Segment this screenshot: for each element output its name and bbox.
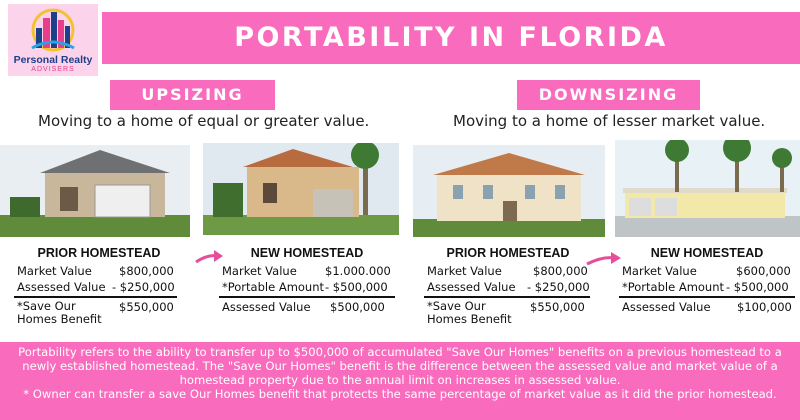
table-row-label: Market Value: [622, 264, 697, 278]
table-row-label: *Save Our Homes Benefit: [427, 299, 512, 326]
downsizing-label: DOWNSIZING: [517, 80, 700, 110]
prior-home-photo-upsizing: [0, 145, 190, 237]
table-row-label: Assessed Value: [17, 280, 106, 294]
table-row-value: $800,000: [533, 264, 588, 278]
footer-footnote: * Owner can transfer a save Our Homes be…: [23, 387, 777, 401]
table-row-label: Assessed Value: [427, 280, 516, 294]
table-row-value: $500,000: [330, 300, 385, 314]
city-skyline-icon: [31, 8, 75, 52]
header: Personal Realty ADVISERS PORTABILITY IN …: [0, 0, 800, 78]
upsizing-label: UPSIZING: [110, 80, 275, 110]
table-row-value: $600,000: [736, 264, 791, 278]
pink-arrow-icon: [586, 252, 621, 266]
prior-home-photo-downsizing: [413, 145, 605, 237]
upsizing-description: Moving to a home of equal or greater val…: [38, 112, 370, 130]
table-row-value: - $500,000: [325, 280, 388, 294]
table-row-label: Market Value: [17, 264, 92, 278]
brand-logo[interactable]: Personal Realty ADVISERS: [8, 4, 98, 76]
title-bar: PORTABILITY IN FLORIDA: [102, 12, 800, 64]
table-row-label: Assessed Value: [622, 300, 711, 314]
footer-paragraph: Portability refers to the ability to tra…: [18, 345, 782, 387]
table-row-label: *Portable Amount: [622, 280, 725, 294]
table-row-value: $100,000: [737, 300, 792, 314]
table-row-value: - $250,000: [527, 280, 590, 294]
table-row-value: $550,000: [119, 300, 174, 314]
brand-name: Personal Realty: [13, 54, 93, 66]
footer-note: Portability refers to the ability to tra…: [0, 342, 800, 420]
pink-arrow-icon: [195, 250, 223, 264]
sum-divider: [219, 296, 395, 298]
brand-subtitle: ADVISERS: [31, 66, 75, 73]
table-row-value: - $500,000: [726, 280, 789, 294]
table-row-label: *Portable Amount: [222, 280, 325, 294]
table-row-label: Assessed Value: [222, 300, 311, 314]
upsizing-prior-heading: PRIOR HOMESTEAD: [37, 246, 161, 260]
sum-divider: [14, 296, 177, 298]
downsizing-description: Moving to a home of lesser market value.: [453, 112, 766, 130]
table-row-label: Market Value: [222, 264, 297, 278]
sum-divider: [424, 296, 590, 298]
table-row-value: $550,000: [530, 300, 585, 314]
new-home-photo-upsizing: [203, 143, 399, 235]
sum-divider: [619, 296, 795, 298]
table-row-value: - $250,000: [112, 280, 175, 294]
new-home-photo-downsizing: [615, 140, 800, 237]
downsizing-new-heading: NEW HOMESTEAD: [650, 246, 764, 260]
downsizing-prior-heading: PRIOR HOMESTEAD: [446, 246, 570, 260]
table-row-label: *Save Our Homes Benefit: [17, 299, 102, 326]
upsizing-new-heading: NEW HOMESTEAD: [250, 246, 364, 260]
table-row-value: $800,000: [119, 264, 174, 278]
page-title: PORTABILITY IN FLORIDA: [234, 22, 668, 53]
table-row-label: Market Value: [427, 264, 502, 278]
table-row-value: $1.000.000: [325, 264, 391, 278]
